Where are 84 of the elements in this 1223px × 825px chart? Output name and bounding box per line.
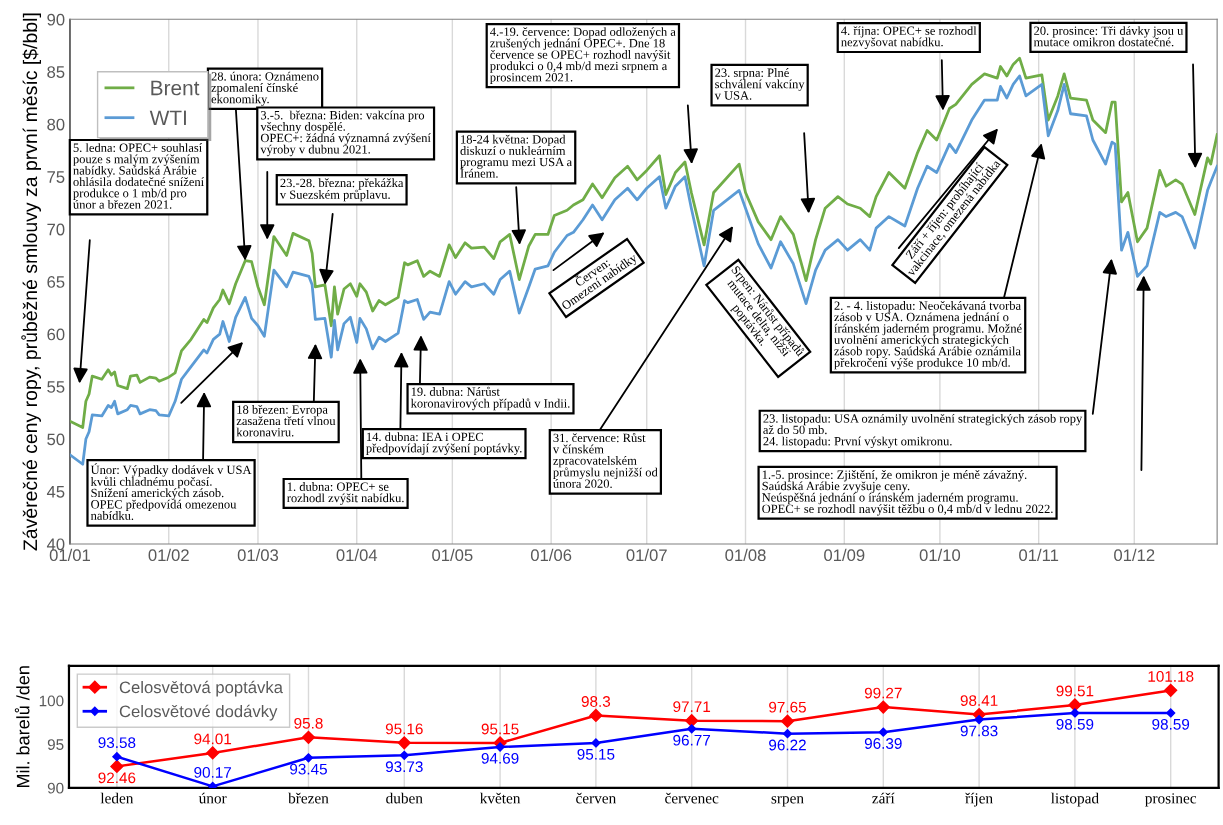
x-tick-label: 01/02 <box>148 548 189 562</box>
x-tick-label: 01/03 <box>237 548 279 562</box>
y-tick-label: 90 <box>47 782 64 794</box>
x-tick-label: leden <box>100 792 134 804</box>
y-tick-label: 75 <box>47 171 65 183</box>
y-tick-label: 85 <box>47 66 65 78</box>
annotation: 23.-28. března: překážka v Suezském průplavu. <box>279 178 404 202</box>
data-label: 97.65 <box>769 701 806 713</box>
x-tick-label: 01/06 <box>530 548 572 562</box>
x-tick-label: duben <box>386 792 423 804</box>
x-tick-label: srpen <box>771 796 804 807</box>
annotation: 23. srpna: Plné schválení vakcíny v USA. <box>714 68 805 100</box>
x-tick-label: 01/04 <box>336 548 378 562</box>
data-label: 98.41 <box>960 695 998 706</box>
y-axis-title: Závěrečné ceny ropy, průběžné smlouvy za první měsíc [$/bbl] <box>21 13 41 551</box>
annotation: Únor: Výpadky dodávek v USA kvůli chladnému počasí. Snížení amerických zásob. OPEC předpovídá omezenou nabídku. <box>90 463 252 520</box>
data-label: 97.83 <box>960 725 998 737</box>
annotation: 28. února: Oznámeno zpomalení čínské ekonomiky. <box>211 71 319 106</box>
annotation: 14. dubna: IEA i OPEC předpovídají zvýšení poptávky. <box>366 432 522 455</box>
y-tick-label: 50 <box>47 433 65 446</box>
x-tick-label: 01/11 <box>1019 548 1059 562</box>
x-tick-label: 01/10 <box>919 548 961 562</box>
annotation: 2. - 4. listopadu: Neočekávaná tvorba zásob v USA. Oznámena jednání o íránském jaderném programu. Možné uvolnění amerických strategických zásob ropy. Saúdská Arábie oznámila překročení výše produkce 10 mb/d. <box>834 301 1022 370</box>
data-label: 99.51 <box>1056 685 1094 697</box>
x-tick-label: listopad <box>1051 792 1099 807</box>
y-tick-label: 60 <box>47 328 65 341</box>
x-tick-label: únor <box>198 792 227 804</box>
data-label: 98.59 <box>1056 718 1094 730</box>
data-label: 93.45 <box>290 763 327 775</box>
y-tick-label: 55 <box>47 381 65 393</box>
data-label: 95.15 <box>577 748 615 760</box>
y-tick-label: 70 <box>47 223 65 236</box>
x-tick-label: 01/09 <box>824 548 865 562</box>
annotation: 4. října: OPEC+ se rozhodl nezvyšovat nabídku. <box>841 26 977 49</box>
legend-label: Celosvětové dodávky <box>119 704 278 721</box>
data-label: 90.17 <box>194 767 232 778</box>
x-tick-label: 01/05 <box>432 548 473 562</box>
y-axis-title: Mil. barelů /den <box>14 666 30 788</box>
data-label: 93.73 <box>385 761 423 773</box>
annotation: 5. ledna: OPEC+ souhlasí pouze s malým zvýšením nabídky. Saúdská Arábie ohlásila dodatečné snížení produkce o 1 mb/d pro únor a březen 2021. <box>73 143 205 209</box>
data-label: 95.8 <box>294 717 323 729</box>
data-label: 96.22 <box>769 739 806 751</box>
data-label: 96.77 <box>673 734 711 746</box>
data-label: 95.15 <box>481 723 519 735</box>
y-tick-label: 90 <box>47 13 65 26</box>
data-label: 94.69 <box>481 752 519 764</box>
legend-label: Celosvětová poptávka <box>119 680 283 697</box>
x-tick-label: 01/12 <box>1114 548 1155 562</box>
data-label: 101.18 <box>1148 670 1194 682</box>
x-tick-label: červen <box>576 792 617 804</box>
data-label: 97.71 <box>673 701 711 713</box>
data-label: 98.59 <box>1152 718 1190 730</box>
data-label: 96.39 <box>864 738 902 749</box>
x-tick-label: březen <box>288 792 329 804</box>
y-tick-label: 65 <box>47 276 65 288</box>
data-label: 95.16 <box>385 723 423 735</box>
legend-label: WTI <box>149 110 186 125</box>
y-tick-label: 100 <box>39 695 64 707</box>
annotation: 20. prosince: Tři dávky jsou u mutace omikron dostatečné. <box>1033 26 1184 47</box>
x-tick-label: červenec <box>665 792 719 804</box>
annotation: 18-24 května: Dopad diskuzí o nukleárním programu mezi USA a Íránem. <box>460 134 572 178</box>
data-label: 93.58 <box>98 737 136 749</box>
annotation: 18 březen: Evropa zasažena třetí vlnou koronaviru. <box>236 404 336 437</box>
annotation: 3.-5. března: Biden: vakcína pro všechny dospělé. OPEC+: žádná významná zvýšení výroby v dubnu 2021. <box>260 110 431 157</box>
legend-label: Brent <box>151 80 200 96</box>
x-tick-label: květen <box>480 792 521 804</box>
data-label: 94.01 <box>194 733 232 745</box>
y-tick-label: 80 <box>47 118 65 131</box>
x-tick-label: říjen <box>965 792 993 807</box>
x-tick-label: 01/07 <box>626 548 667 562</box>
data-label: 99.27 <box>864 687 902 699</box>
annotation: 1. dubna: OPEC+ se rozhodl zvýšit nabídku. <box>287 482 404 505</box>
annotation: 23. listopadu: USA oznámily uvolnění strategických zásob ropy až do 50 mb. 24. listopadu: První výskyt omikronu. <box>763 413 1083 448</box>
y-tick-label: 95 <box>47 739 64 750</box>
data-label: 98.3 <box>581 696 611 707</box>
annotation: 31. července: Růst v čínském zpracovatelském průmyslu nejnižší od února 2020. <box>552 432 658 488</box>
x-tick-label: prosinec <box>1145 793 1197 807</box>
annotation: 4.-19. července: Dopad odložených a zrušených jednání OPEC+. Dne 18 července se OPEC+ rozhodl navýšit produkci o 0,4 mb/d mezi srpnem a prosincem 2021. <box>490 27 676 85</box>
annotation: 19. dubna: Nárůst koronavirových případů v Indii. <box>410 386 570 411</box>
annotation: 1.-5. prosince: Zjištění, že omikron je méně závažný. Saúdská Arábie zvyšuje ceny. Neúspěšná jednání o íránském jaderném programu. OPEC+ se rozhodl navýšit těžbu o 0,4 mb/d v lednu 2022. <box>762 470 1053 516</box>
y-tick-label: 45 <box>46 486 65 498</box>
x-tick-label: září <box>872 792 895 804</box>
data-label: 92.46 <box>98 772 136 784</box>
x-tick-label: 01/08 <box>725 548 766 562</box>
